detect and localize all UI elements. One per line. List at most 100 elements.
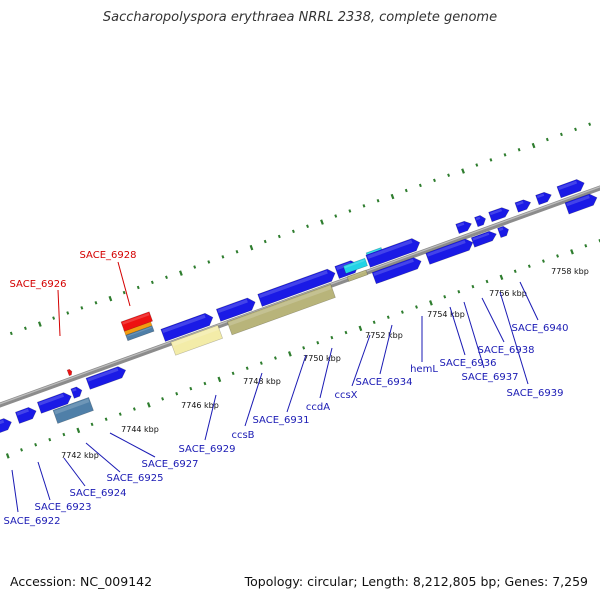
gene-arrow-shine	[87, 367, 119, 382]
tick-mark-lower	[485, 279, 489, 284]
scale-label: 7748 kbp	[243, 377, 281, 386]
gene-arrow-shine	[0, 419, 5, 425]
tick-mark-upper	[179, 270, 183, 276]
gene-arrow	[160, 312, 214, 342]
tick-mark-upper	[136, 285, 140, 290]
gene-arrow-shine	[566, 195, 590, 207]
gene-arrow	[470, 230, 497, 248]
gene-label: SACE_6940	[512, 323, 569, 334]
gene-arrow	[0, 418, 12, 433]
tick-mark-lower	[330, 335, 334, 340]
gene-arrow	[365, 238, 421, 268]
leader-line	[11, 469, 19, 513]
tick-mark-upper	[277, 234, 281, 239]
tick-mark-lower	[556, 254, 560, 258]
tick-mark-upper	[362, 204, 366, 208]
leader-line	[57, 289, 61, 337]
leader-line	[499, 291, 529, 385]
scale-label: 7750 kbp	[303, 354, 341, 363]
tick-mark-lower	[175, 391, 179, 396]
scale-label: 7746 kbp	[181, 401, 219, 410]
tick-mark-upper	[165, 275, 168, 280]
tick-mark-upper	[503, 153, 507, 157]
gene-label: ccsX	[334, 390, 357, 401]
gene-label: SACE_6936	[440, 358, 497, 369]
tick-mark-lower	[203, 381, 207, 386]
leader-line	[351, 334, 371, 387]
gene-arrow	[514, 199, 532, 213]
gene-box-shine	[172, 326, 219, 347]
tick-mark-lower	[542, 259, 545, 263]
gene-arrow-shine	[498, 227, 504, 231]
tick-mark-upper	[545, 137, 549, 142]
leader-line	[519, 281, 539, 321]
tick-mark-lower	[316, 340, 320, 345]
tick-mark-lower	[259, 361, 263, 365]
tick-mark-lower	[527, 264, 531, 268]
gene-arrow	[564, 193, 598, 215]
gene-arrow-shine	[475, 216, 481, 221]
tick-mark-upper	[433, 178, 436, 183]
leader-line	[63, 457, 86, 487]
tick-mark-lower	[146, 402, 151, 408]
scale-label: 7744 kbp	[121, 425, 159, 434]
gene-label: SACE_6924	[70, 488, 127, 499]
gene-arrow	[85, 366, 127, 390]
tick-mark-lower	[48, 437, 52, 442]
tick-mark-lower	[90, 422, 94, 427]
gene-arrow	[15, 407, 37, 424]
gene-arrow-shine	[472, 232, 490, 241]
feature-track	[0, 179, 598, 433]
tick-mark-upper	[52, 316, 56, 320]
tick-mark-lower	[302, 346, 306, 350]
gene-box	[52, 397, 94, 424]
gene-box-shine	[348, 271, 366, 278]
tick-mark-lower	[570, 249, 574, 255]
gene-label: ccsB	[231, 430, 254, 441]
tick-mark-upper	[66, 311, 70, 315]
tick-mark-lower	[499, 274, 504, 281]
gene-label: hemL	[410, 364, 438, 375]
leader-line	[85, 442, 121, 473]
gene-box	[170, 324, 223, 356]
tick-mark-upper	[37, 321, 42, 327]
leader-line	[379, 324, 393, 375]
leader-line	[244, 372, 263, 427]
gene-box-shine	[122, 313, 150, 325]
tick-mark-upper	[348, 209, 352, 213]
gene-box	[120, 311, 153, 332]
tick-mark-upper	[249, 244, 254, 251]
tick-mark-upper	[559, 132, 563, 137]
scale-label: 7756 kbp	[489, 289, 527, 298]
tick-mark-lower	[34, 442, 38, 447]
tick-mark-lower	[245, 366, 249, 370]
tick-mark-lower	[161, 397, 165, 401]
gene-arrow-shine	[68, 370, 70, 372]
map-title: Saccharopolyspora erythraea NRRL 2338, c…	[102, 10, 498, 25]
tick-mark-upper	[489, 158, 493, 162]
tick-mark-upper	[122, 290, 126, 295]
tick-mark-lower	[443, 295, 447, 299]
tick-mark-lower	[513, 269, 517, 274]
tick-mark-lower	[386, 315, 390, 319]
backbone-highlight	[0, 186, 600, 405]
gene-label: SACE_6927	[142, 459, 199, 470]
tick-mark-upper	[94, 301, 98, 305]
tick-mark-upper	[461, 168, 465, 174]
scale-label: 7752 kbp	[365, 331, 403, 340]
gene-label: SACE_6934	[356, 377, 413, 388]
tick-mark-lower	[400, 310, 404, 314]
gene-labels: SACE_6922 SACE_6923 SACE_6924 SACE_6925 SACE…	[4, 250, 569, 527]
gene-arrow-shine	[367, 239, 413, 259]
gene-label: SACE_6931	[253, 415, 310, 426]
tick-mark-lower	[104, 417, 108, 421]
gene-arrow	[556, 179, 585, 199]
gene-box-shine	[344, 259, 365, 269]
gene-arrow	[257, 268, 336, 307]
tick-mark-upper	[150, 280, 154, 285]
gene-arrow-shine	[373, 258, 414, 276]
gene-box	[342, 257, 368, 274]
tick-mark-lower	[358, 325, 363, 332]
scale-label: 7742 kbp	[61, 451, 99, 460]
tick-mark-upper	[517, 147, 521, 152]
